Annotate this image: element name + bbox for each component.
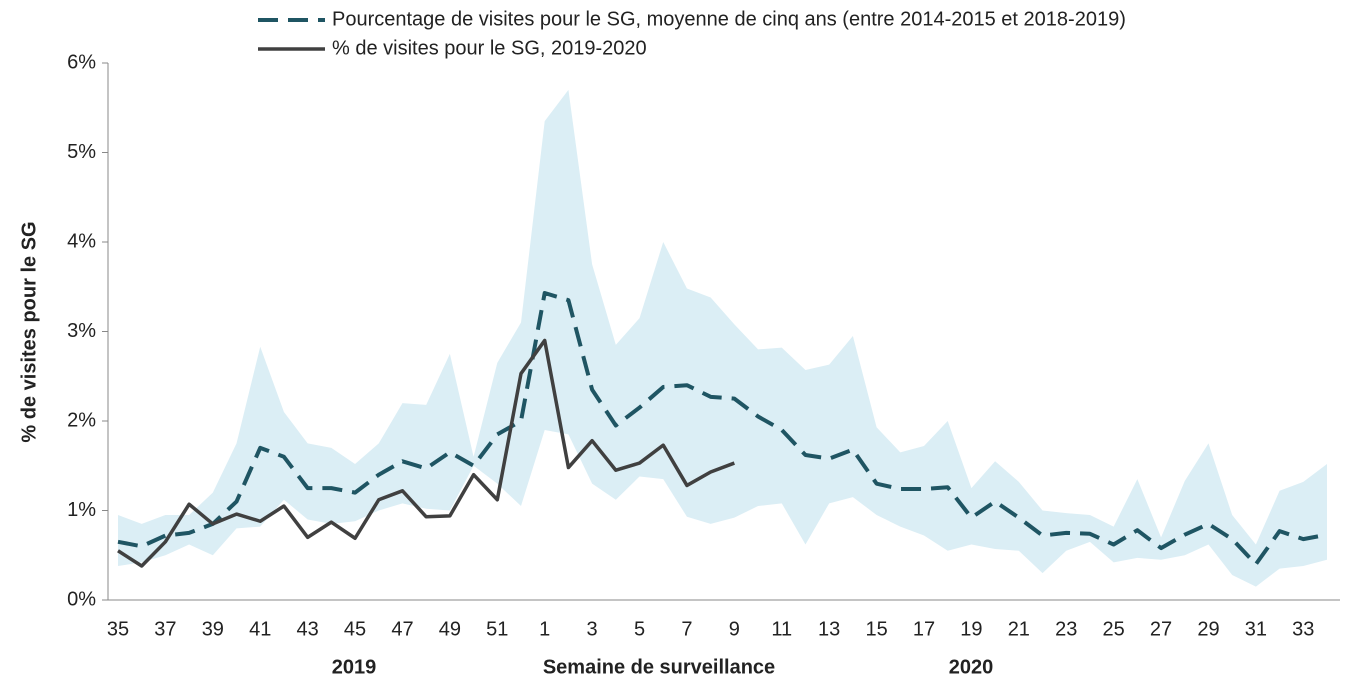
- x-tick-label: 43: [297, 618, 319, 640]
- x-tick-label: 3: [587, 618, 598, 640]
- y-tick-label: 0%: [67, 588, 96, 610]
- x-tick-label: 25: [1103, 618, 1125, 640]
- legend-label: % de visites pour le SG, 2019-2020: [332, 37, 647, 59]
- x-tick-label: 39: [202, 618, 224, 640]
- y-tick-label: 2%: [67, 409, 96, 431]
- x-tick-label: 5: [634, 618, 645, 640]
- x-tick-label: 29: [1197, 618, 1219, 640]
- y-tick-label: 6%: [67, 51, 96, 73]
- x-tick-label: 45: [344, 618, 366, 640]
- x-tick-label: 27: [1150, 618, 1172, 640]
- x-tick-label: 17: [913, 618, 935, 640]
- x-axis-label: Semaine de surveillance: [543, 656, 775, 678]
- x-tick-label: 23: [1055, 618, 1077, 640]
- x-tick-label: 9: [729, 618, 740, 640]
- y-tick-label: 5%: [67, 141, 96, 163]
- x-tick-label: 19: [960, 618, 982, 640]
- x-tick-label: 37: [154, 618, 176, 640]
- x-tick-label: 31: [1245, 618, 1267, 640]
- x-tick-label: 15: [865, 618, 887, 640]
- x-tick-label: 51: [486, 618, 508, 640]
- x-tick-label: 1: [539, 618, 550, 640]
- x-tick-label: 49: [439, 618, 461, 640]
- range-band: [118, 89, 1327, 587]
- x-tick-label: 35: [107, 618, 129, 640]
- x-tick-label: 7: [681, 618, 692, 640]
- data-line: [117, 291, 1328, 567]
- y-tick-label: 4%: [67, 230, 96, 252]
- legend-label: Pourcentage de visites pour le SG, moyen…: [332, 8, 1126, 30]
- year-label: 2020: [949, 656, 994, 678]
- x-tick-label: 41: [249, 618, 271, 640]
- x-tick-label: 11: [771, 618, 792, 640]
- y-tick-label: 3%: [67, 320, 96, 342]
- x-tick-label: 33: [1292, 618, 1314, 640]
- y-tick-label: 1%: [67, 499, 96, 521]
- x-tick-label: 13: [818, 618, 840, 640]
- y-axis-label: % de visites pour le SG: [18, 221, 40, 442]
- data-line: [117, 338, 735, 568]
- x-tick-label: 47: [391, 618, 413, 640]
- x-tick-label: 21: [1008, 618, 1030, 640]
- year-label: 2019: [332, 656, 377, 678]
